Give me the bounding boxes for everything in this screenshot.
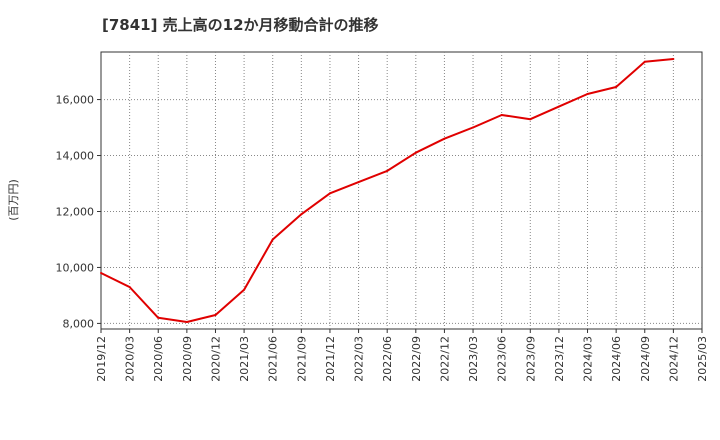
data-point [386,169,389,172]
data-point [615,86,618,88]
axes [97,99,703,333]
data-point [414,151,417,154]
data-point [100,272,102,274]
y-tick-label: 12,000 [56,205,95,218]
x-tick-label: 2023/03 [467,336,480,382]
y-tick-label: 16,000 [56,94,95,107]
data-point [185,321,188,323]
data-point [357,181,360,184]
data-point [443,137,446,140]
y-tick-label: 14,000 [56,150,95,163]
chart-title: [7841] 売上高の12か月移動合計の推移 [102,16,379,34]
x-tick-label: 2024/03 [582,336,595,382]
data-point [586,93,589,95]
x-tick-label: 2020/03 [124,336,137,382]
tick-labels: 8,000 10,000 12,000 14,000 16,000 2019/12 2020… [56,94,710,382]
data-point [672,58,675,60]
y-axis-label: (百万円) [7,179,20,221]
data-point [472,126,474,129]
x-tick-label: 2023/09 [524,336,537,382]
x-tick-label: 2020/06 [152,336,165,382]
x-tick-label: 2021/06 [267,336,280,382]
x-tick-label: 2025/03 [696,336,709,382]
x-tick-label: 2022/06 [381,336,394,382]
data-point [128,286,131,288]
x-tick-label: 2023/12 [553,336,566,382]
x-tick-label: 2020/09 [181,336,194,382]
y-tick-label: 8,000 [63,317,95,330]
data-point [271,238,274,241]
data-point [500,114,503,116]
x-tick-label: 2024/12 [667,336,680,382]
x-tick-label: 2021/09 [295,336,308,382]
x-tick-label: 2023/06 [496,336,509,382]
x-tick-label: 2022/09 [410,336,423,382]
data-point [329,192,331,195]
data-point [557,105,560,108]
y-tick-label: 10,000 [56,261,95,274]
x-tick-label: 2022/03 [353,336,366,382]
x-tick-label: 2021/03 [238,336,251,382]
data-point [157,316,160,319]
x-tick-label: 2021/12 [324,336,337,382]
series-layer [100,58,675,323]
x-tick-label: 2024/09 [639,336,652,382]
data-point [300,213,303,216]
plot-area [100,51,703,330]
grid-lines [101,52,702,329]
data-point [529,118,532,121]
x-tick-label: 2024/06 [610,336,623,382]
data-point [214,314,217,316]
x-tick-label: 2022/12 [438,336,451,382]
data-point [643,60,646,63]
data-point [243,288,246,291]
x-tick-label: 2020/12 [209,336,222,382]
x-tick-label: 2019/12 [95,336,108,382]
